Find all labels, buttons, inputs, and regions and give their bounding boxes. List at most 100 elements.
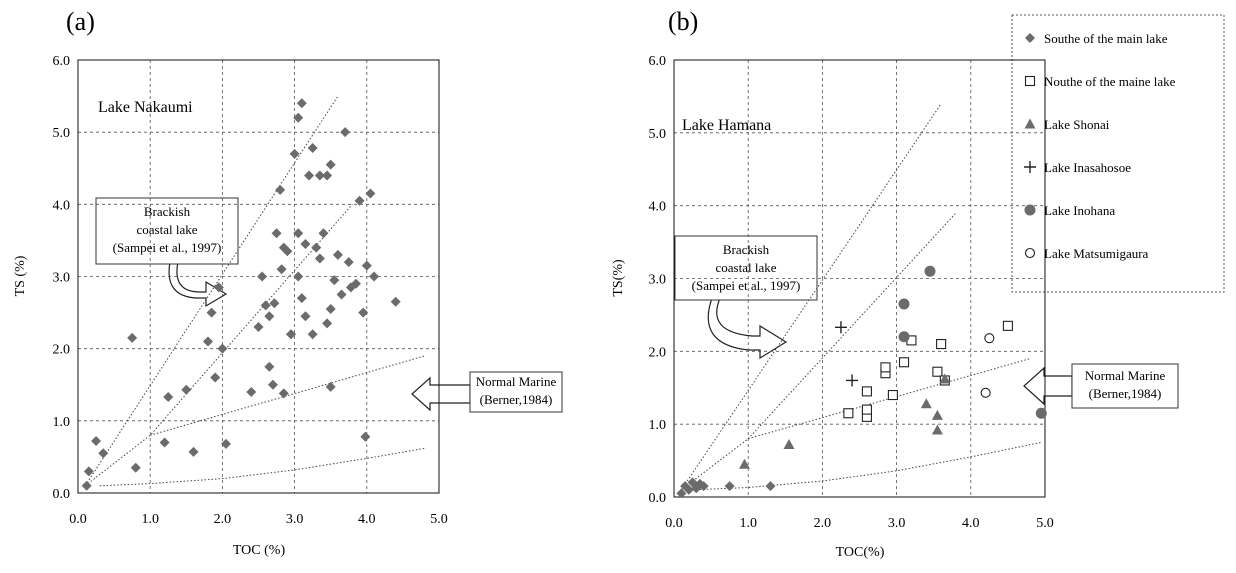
panel-a-x-tick-label: 2.0 <box>214 512 232 527</box>
panel-a-brackish-note-line: coastal lake <box>137 222 198 237</box>
panel-b-brackish-note-line: (Sampei et al., 1997) <box>692 278 801 293</box>
marine-arrow-a <box>411 376 471 412</box>
panel-a-y-tick-label: 1.0 <box>53 415 71 430</box>
panel-b-series-2-point <box>861 404 872 415</box>
panel-b-series-2-point <box>861 386 872 397</box>
panel-b-brackish-note-line: coastal lake <box>716 260 777 275</box>
panel-a-series-1-point <box>332 249 343 260</box>
panel-a-series-1-point <box>159 437 170 448</box>
panel-a-brackish-note-line: Brackish <box>144 204 191 219</box>
panel-b-series-2-point <box>932 366 943 377</box>
panel-a-y-axis-label: TS (%) <box>13 255 28 296</box>
panel-a-series-1-point <box>360 431 371 442</box>
panel-b-annotations <box>674 14 1225 409</box>
legend-marker-2 <box>1024 75 1036 87</box>
legend-entry-5: Lake Inohana <box>1044 203 1115 218</box>
panel-b-x-tick-label: 0.0 <box>665 516 683 531</box>
panel-a-series-1-point <box>275 184 286 195</box>
panel-a-series-1-point <box>350 278 361 289</box>
brackish-box-a <box>95 197 239 265</box>
panel-b-series-5-point <box>1035 407 1047 419</box>
panel-b-series-3-point <box>783 439 795 450</box>
panel-b-series-1-point <box>698 481 709 492</box>
panel-b-series-1-point <box>683 484 694 495</box>
panel-b-x-axis-label: TOC(%) <box>836 545 885 560</box>
panel-b-x-tick-label: 4.0 <box>962 516 980 531</box>
panel-a-x-tick-label: 1.0 <box>141 512 159 527</box>
panel-a-site-label: Lake Nakaumi <box>98 99 193 116</box>
panel-b-series-1-point <box>765 481 776 492</box>
panel-b-plot-frame <box>673 59 1046 498</box>
panel-a-series-1-point <box>181 384 192 395</box>
panel-a-brackish-upper-line <box>84 95 339 487</box>
panel-a-series-1-point <box>213 282 224 293</box>
panel-a-series-1-point <box>264 361 275 372</box>
panel-a-series-1-point <box>246 386 257 397</box>
panel-a-x-tick-label: 0.0 <box>69 512 87 527</box>
panel-a-series-1-point <box>91 436 102 447</box>
panel-a-series-1-point <box>354 195 365 206</box>
panel-a-series-1-point <box>300 239 311 250</box>
panel-a-series-1-point <box>260 300 271 311</box>
panel-b-series-5-point <box>898 331 910 343</box>
panel-b-series-2-point <box>880 362 891 373</box>
panel-b-series-3-point <box>939 373 951 384</box>
panel-a-series-1-point <box>267 379 278 390</box>
panel-b-marine-note-line: (Berner,1984) <box>1089 386 1162 401</box>
panel-a-series-1-point <box>293 112 304 123</box>
panel-a-series-1-point <box>325 159 336 170</box>
panel-b-series-3-point <box>931 409 943 420</box>
panel-b-series-1-point <box>724 481 735 492</box>
legend-marker-5 <box>1024 204 1036 216</box>
panel-b-series-2-point <box>843 408 854 419</box>
legend-marker-4 <box>1024 161 1036 173</box>
panel-a-series-1-point <box>314 253 325 264</box>
panel-a-series-1-point <box>369 271 380 282</box>
panel-a-series-1-point <box>300 311 311 322</box>
panel-a-series-1-point <box>311 242 322 253</box>
panel-b-series-5-point <box>924 265 936 277</box>
panel-a-series-1-point <box>217 343 228 354</box>
panel-b-marine-note-line: Normal Marine <box>1085 368 1166 383</box>
panel-b-series-5-point <box>898 298 910 310</box>
legend-marker-6 <box>1024 247 1036 259</box>
panel-b-y-tick-label: 5.0 <box>649 127 667 142</box>
panel-a-series-1-point <box>81 480 92 491</box>
panel-a-series-1-point <box>276 264 287 275</box>
panel-a-series-1-point <box>343 257 354 268</box>
panel-a-series-1-point <box>202 336 213 347</box>
panel-a-series-1-point <box>98 448 109 459</box>
panel-a-marine-note-line: (Berner,1984) <box>480 392 553 407</box>
panel-a-series-1-point <box>271 228 282 239</box>
panel-a-series-1-point <box>221 438 232 449</box>
panel-b-y-tick-label: 0.0 <box>649 491 667 506</box>
panel-a-series-1-point <box>210 372 221 383</box>
panel-b-y-axis-label: TS(%) <box>611 259 626 297</box>
panel-b-series-2-point <box>887 389 898 401</box>
panel-a-series-1-point <box>285 329 296 340</box>
panel-a-series-1-point <box>282 246 293 257</box>
panel-a-series-1-point <box>206 307 217 318</box>
panel-b-series-2-point <box>1002 320 1013 331</box>
legend-entry-3: Lake Shonai <box>1044 117 1110 132</box>
panel-a-normal-marine-line <box>150 355 425 436</box>
panel-a-series-1-point <box>269 298 280 309</box>
panel-a-series-1-point <box>296 98 307 109</box>
panel-a-label: (a) <box>66 7 95 36</box>
panel-b-series-2-point <box>898 357 910 368</box>
panel-a-series-1-point <box>314 170 325 181</box>
panel-b-series-6-point <box>984 333 995 344</box>
panel-a-series-1-point <box>307 329 318 340</box>
panel-a-x-tick-label: 5.0 <box>430 512 448 527</box>
panel-a-x-tick-label: 3.0 <box>286 512 304 527</box>
panel-a-series-1-point <box>340 127 351 138</box>
panel-a-series-1-point <box>293 228 304 239</box>
brackish-arrow-a <box>168 261 228 308</box>
panel-b-series-4-point <box>846 374 859 387</box>
panel-b-site-label: Lake Hamana <box>682 117 771 134</box>
panel-b-brackish-upper-line <box>680 103 942 490</box>
panel-a-y-tick-label: 5.0 <box>53 126 71 141</box>
marine-box-a <box>469 371 563 413</box>
panel-a-y-tick-label: 2.0 <box>53 343 71 358</box>
